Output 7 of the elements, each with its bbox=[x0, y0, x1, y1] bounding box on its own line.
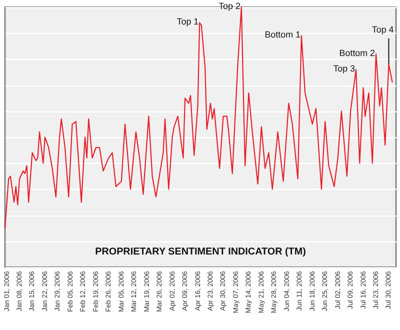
annotation: Bottom 1 bbox=[264, 30, 300, 40]
annotation: Top 2 bbox=[218, 1, 240, 12]
annotation: Bottom 2 bbox=[339, 48, 376, 58]
annotation: Top 3 bbox=[333, 64, 356, 74]
text: PROPRIETARY SENTIMENT INDICATOR (TM) bbox=[95, 246, 306, 258]
annotation: Top 1 bbox=[176, 16, 199, 27]
annotation: Top 4 bbox=[372, 24, 394, 35]
